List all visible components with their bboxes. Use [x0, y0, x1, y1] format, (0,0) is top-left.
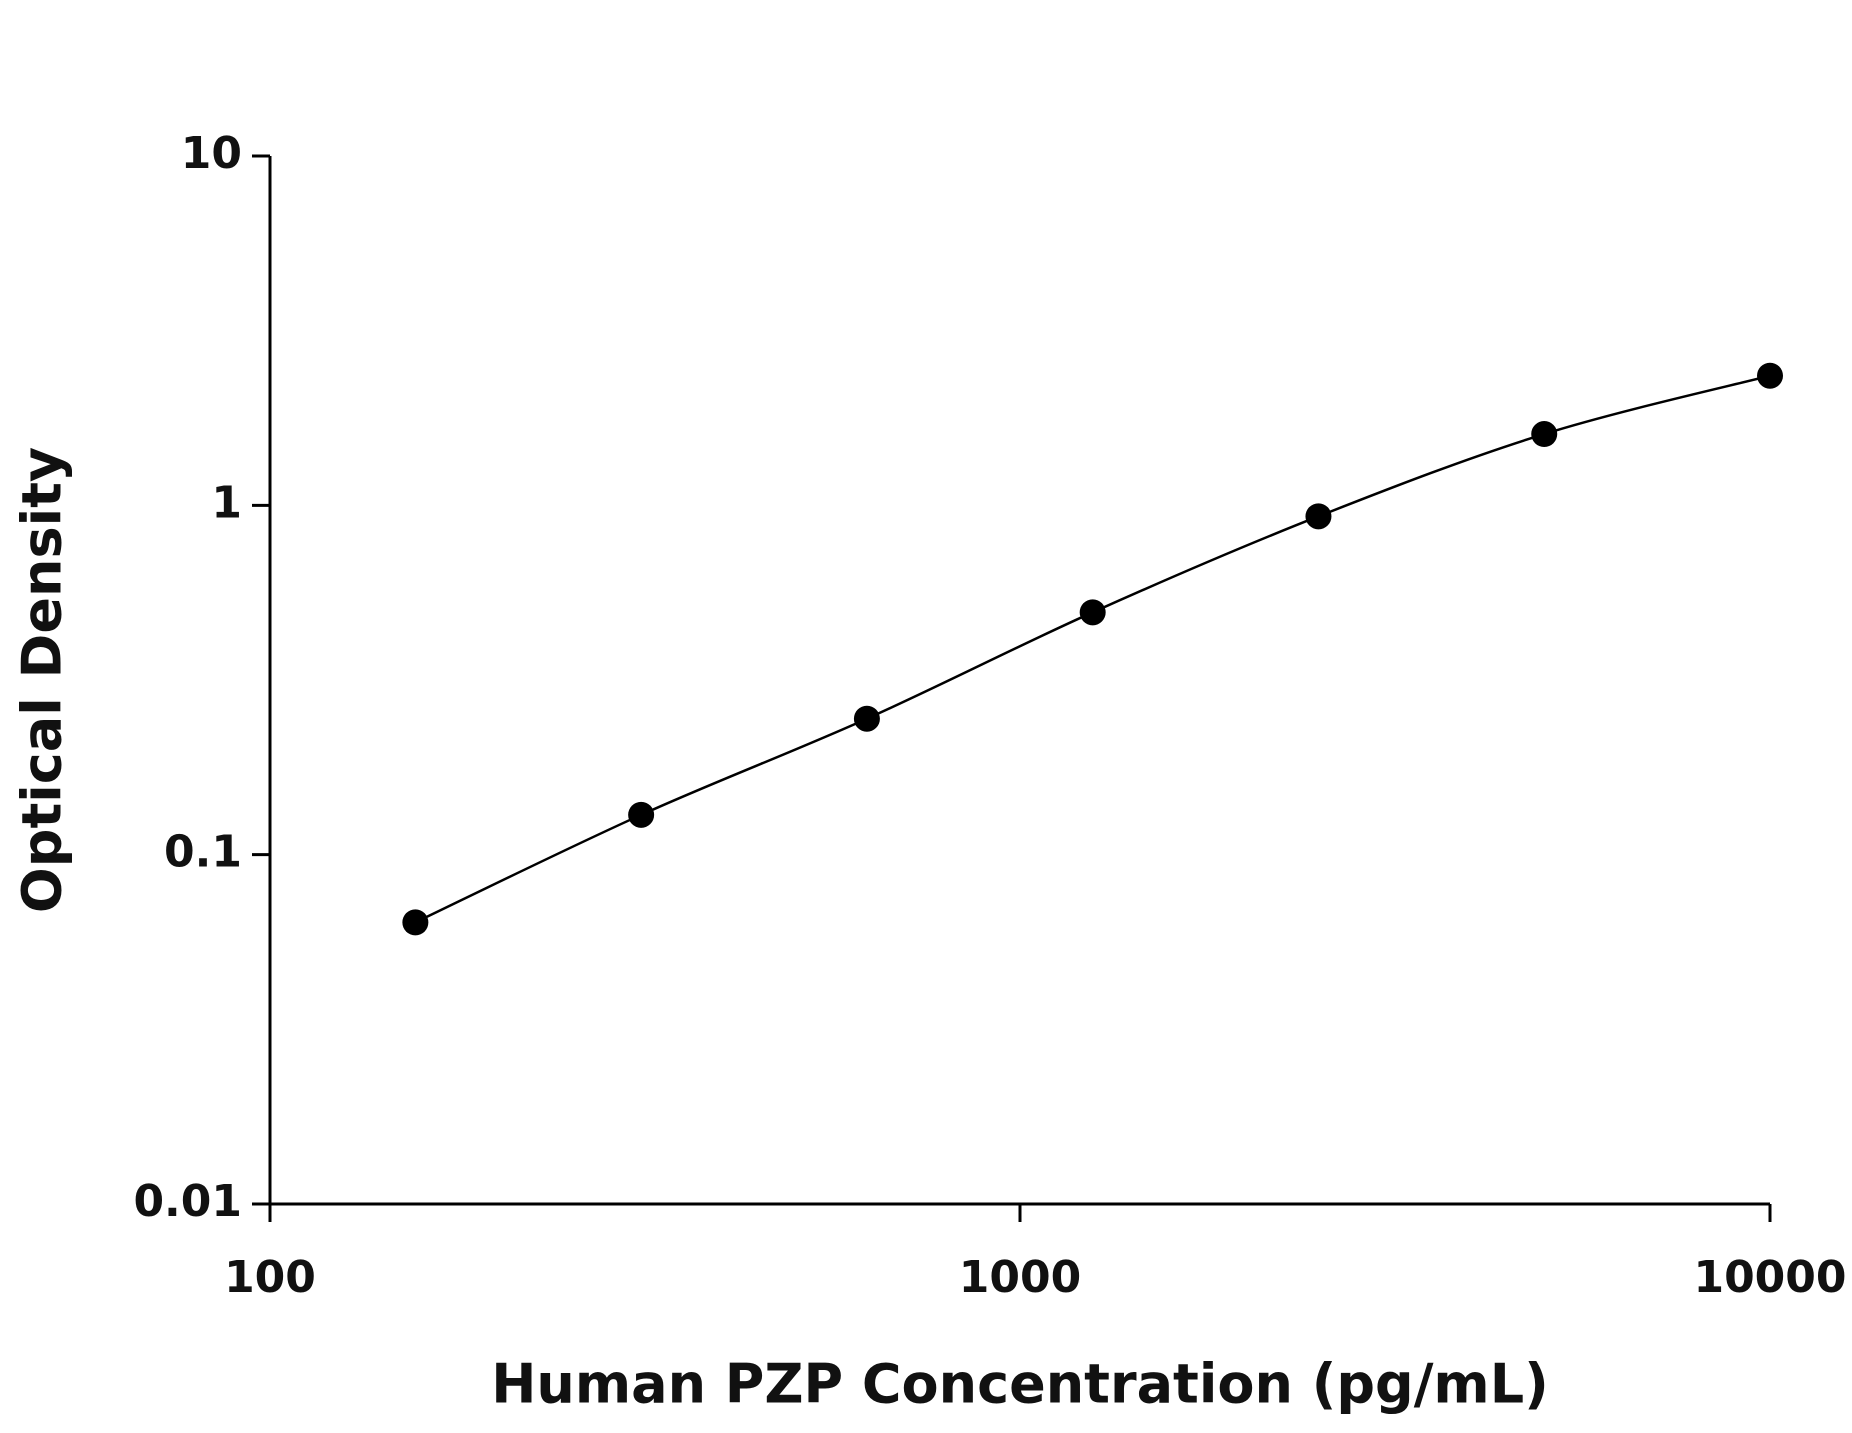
x-axis-title: Human PZP Concentration (pg/mL): [491, 1353, 1549, 1416]
data-point: [1305, 503, 1332, 530]
data-point: [1757, 362, 1783, 389]
data-point: [628, 801, 655, 828]
data-point: [1531, 421, 1558, 448]
x-tick-label: 10000: [1693, 1252, 1846, 1303]
y-tick-label: 10: [181, 128, 242, 179]
y-tick-label: 1: [211, 477, 242, 528]
data-point: [1079, 599, 1106, 626]
data-point: [853, 705, 880, 732]
y-tick-label: 0.1: [164, 827, 242, 878]
x-tick-label: 1000: [959, 1252, 1081, 1303]
y-axis-title: Optical Density: [11, 447, 74, 913]
data-point: [402, 909, 429, 936]
x-tick-label: 100: [224, 1252, 316, 1303]
fit-curve: [414, 374, 1771, 924]
y-tick-label: 0.01: [133, 1176, 242, 1227]
